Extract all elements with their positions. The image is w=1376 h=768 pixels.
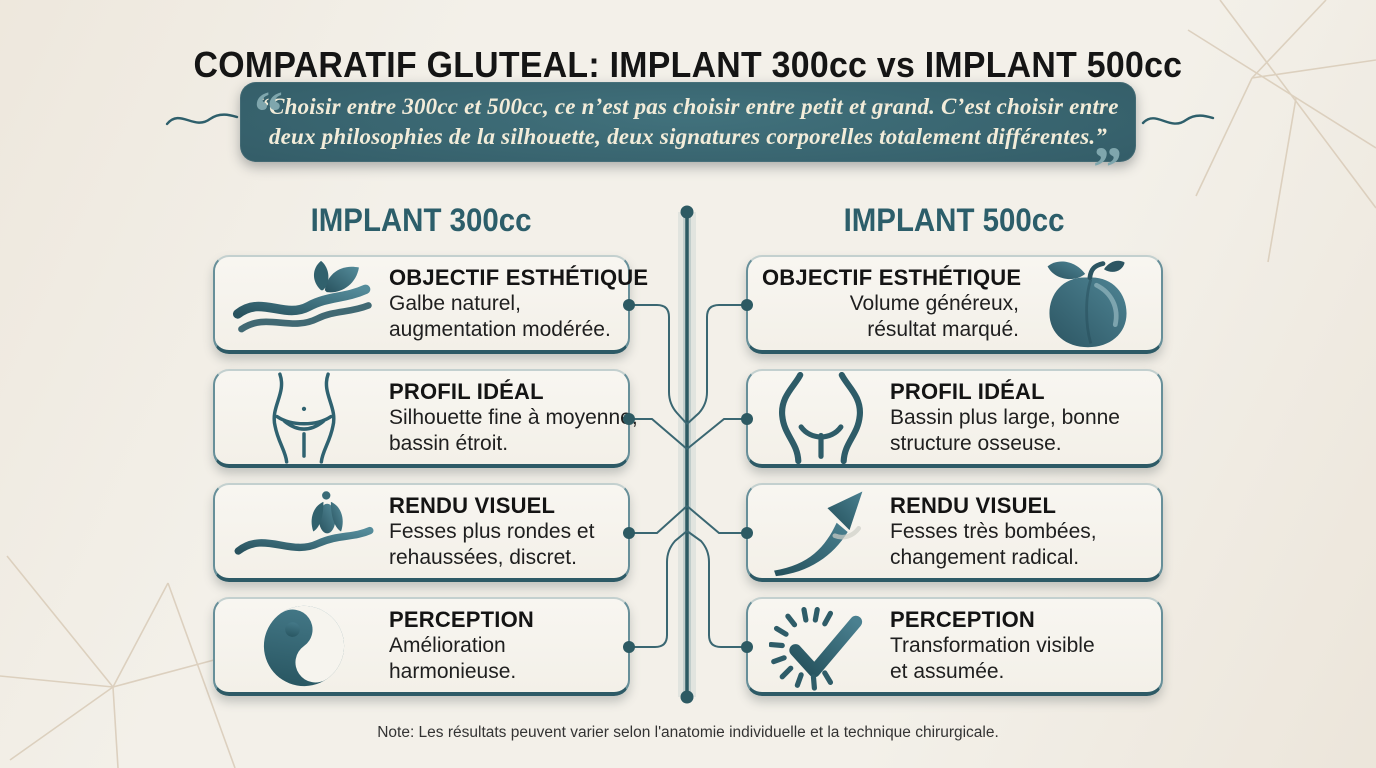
rising-arrow-icon bbox=[762, 486, 880, 578]
left-squiggle-decoration bbox=[165, 113, 239, 126]
check-burst-icon bbox=[762, 601, 880, 691]
card-line: Volume généreux, bbox=[849, 292, 1019, 315]
card-line: structure osseuse. bbox=[890, 432, 1062, 455]
card-line: harmonieuse. bbox=[389, 660, 517, 683]
card-line: Fesses plus rondes et bbox=[389, 520, 595, 543]
card-300-objectif: OBJECTIF ESTHÉTIQUE Galbe naturel, augme… bbox=[213, 255, 649, 354]
wave-leaf-icon bbox=[229, 259, 379, 349]
quote-banner: “ “Choisir entre 300cc et 500cc, ce n’es… bbox=[240, 82, 1136, 197]
card-300-perception: PERCEPTION Amélioration harmonieuse. bbox=[213, 597, 630, 696]
card-line: Fesses très bombées, bbox=[890, 520, 1097, 543]
right-squiggle-decoration bbox=[1141, 114, 1215, 125]
card-title: PERCEPTION bbox=[389, 607, 535, 632]
card-line: et assumée. bbox=[890, 660, 1005, 683]
card-title: PROFIL IDÉAL bbox=[890, 379, 1045, 404]
quote-line-1: “Choisir entre 300cc et 500cc, ce n’est … bbox=[257, 94, 1119, 119]
card-line: Transformation visible bbox=[890, 634, 1095, 657]
card-500-profil: PROFIL IDÉAL Bassin plus large, bonne st… bbox=[746, 369, 1163, 468]
wave-lotus-icon bbox=[229, 488, 379, 576]
card-title: PERCEPTION bbox=[890, 607, 1036, 632]
card-title: PROFIL IDÉAL bbox=[389, 379, 544, 404]
card-500-objectif: OBJECTIF ESTHÉTIQUE Volume généreux, rés… bbox=[746, 255, 1163, 354]
card-line: rehaussées, discret. bbox=[389, 546, 577, 569]
card-line: bassin étroit. bbox=[389, 432, 509, 455]
quote-line-2: deux philosophies de la silhouette, deux… bbox=[268, 124, 1108, 149]
card-line: Amélioration bbox=[389, 634, 506, 657]
column-header-500cc: IMPLANT 500cc bbox=[844, 202, 1065, 238]
card-title: RENDU VISUEL bbox=[890, 493, 1057, 518]
column-header-300cc: IMPLANT 300cc bbox=[311, 202, 532, 238]
card-title: OBJECTIF ESTHÉTIQUE bbox=[389, 265, 649, 290]
footer-note: Note: Les résultats peuvent varier selon… bbox=[377, 724, 999, 741]
yin-yang-icon bbox=[229, 602, 379, 690]
card-300-profil: PROFIL IDÉAL Silhouette fine à moyenne, … bbox=[213, 369, 638, 468]
card-line: Galbe naturel, bbox=[389, 292, 521, 315]
page-title: COMPARATIF GLUTEAL: IMPLANT 300cc vs IMP… bbox=[193, 44, 1183, 86]
card-500-perception: PERCEPTION Transformation visible et ass… bbox=[746, 597, 1163, 696]
card-line: Bassin plus large, bonne bbox=[890, 406, 1120, 429]
card-title: RENDU VISUEL bbox=[389, 493, 556, 518]
peach-icon bbox=[1029, 257, 1147, 351]
curvy-silhouette-icon bbox=[762, 371, 880, 464]
card-500-rendu: RENDU VISUEL Fesses très bombées, change… bbox=[746, 483, 1163, 582]
card-300-rendu: RENDU VISUEL Fesses plus rondes et rehau… bbox=[213, 483, 630, 582]
card-title: OBJECTIF ESTHÉTIQUE bbox=[762, 265, 1022, 290]
card-line: changement radical. bbox=[890, 546, 1080, 569]
card-line: Silhouette fine à moyenne, bbox=[389, 406, 638, 429]
card-line: augmentation modérée. bbox=[389, 318, 611, 341]
card-line: résultat marqué. bbox=[867, 318, 1019, 341]
slim-silhouette-icon bbox=[229, 371, 379, 464]
